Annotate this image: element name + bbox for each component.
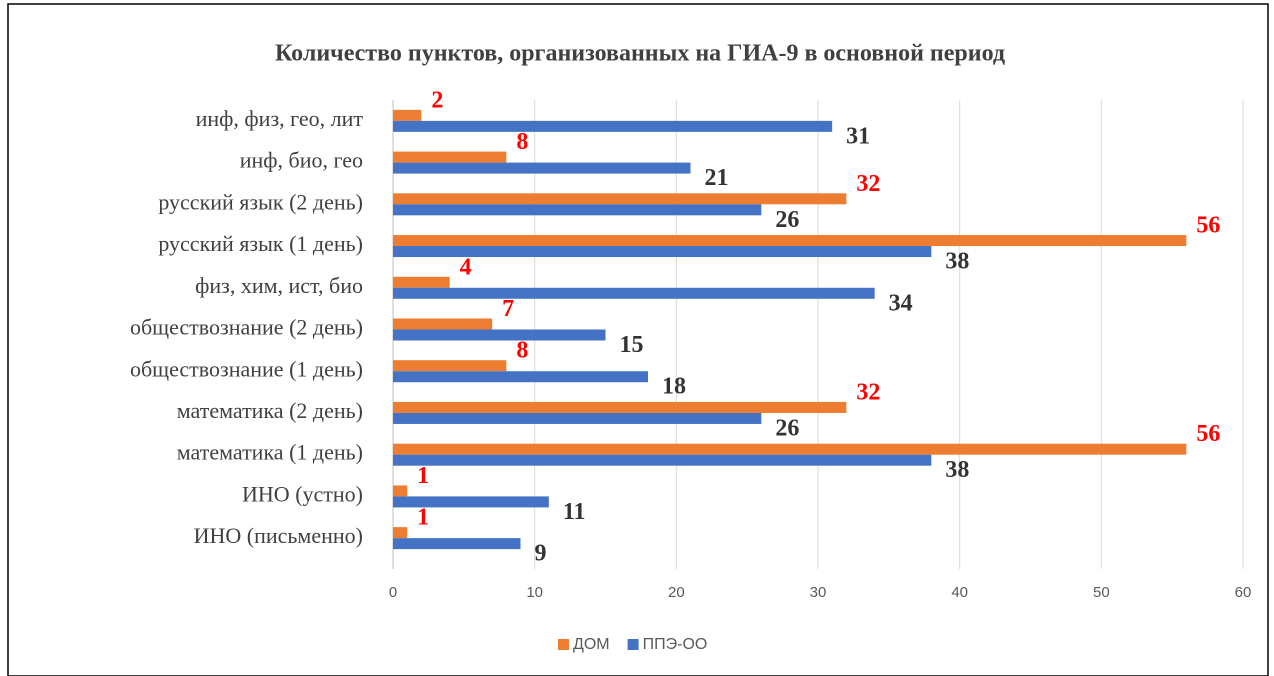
bar — [393, 287, 875, 299]
y-tick-label: инф, физ, гео, лит — [196, 106, 364, 131]
legend-label: ДОМ — [573, 636, 610, 653]
y-tick-label: математика (1 день) — [177, 440, 363, 465]
data-label: 8 — [516, 338, 528, 364]
data-label: 1 — [417, 505, 429, 531]
x-tick-label: 0 — [389, 584, 397, 601]
x-tick-label: 20 — [668, 584, 685, 601]
bar — [393, 109, 422, 121]
y-tick-label: русский язык (2 день) — [158, 189, 363, 214]
x-tick-label: 40 — [951, 584, 968, 601]
bar — [393, 329, 606, 341]
bar — [393, 120, 833, 132]
data-label: 8 — [516, 129, 528, 155]
data-label: 32 — [856, 379, 880, 405]
data-label: 21 — [705, 165, 729, 191]
data-label: 18 — [662, 374, 686, 400]
legend-swatch — [627, 639, 639, 650]
data-label: 38 — [945, 457, 969, 483]
y-tick-label: ИНО (устно) — [242, 481, 363, 506]
data-label: 56 — [1196, 421, 1220, 447]
x-tick-label: 50 — [1093, 584, 1110, 601]
bar — [393, 412, 762, 424]
chart-border — [7, 3, 1269, 676]
data-label: 9 — [535, 541, 547, 567]
bar — [393, 204, 762, 216]
y-tick-label: инф, био, гео — [240, 148, 363, 173]
bar — [393, 443, 1187, 455]
bar — [393, 360, 507, 372]
bar — [393, 246, 932, 258]
data-label: 7 — [502, 296, 514, 322]
data-label: 4 — [460, 254, 472, 280]
bar — [393, 401, 847, 413]
x-tick-label: 30 — [810, 584, 827, 601]
bar — [393, 538, 521, 550]
y-tick-label: обществознание (1 день) — [130, 356, 363, 381]
bar — [393, 318, 493, 330]
bar — [393, 496, 549, 508]
y-tick-label: ИНО (письменно) — [194, 523, 363, 548]
bar — [393, 371, 648, 383]
legend-swatch — [558, 639, 569, 650]
y-tick-label: математика (2 день) — [177, 398, 363, 423]
bar — [393, 276, 450, 288]
data-label: 56 — [1196, 213, 1220, 239]
data-label: 26 — [775, 207, 799, 233]
x-tick-label: 60 — [1235, 584, 1252, 601]
data-label: 38 — [945, 249, 969, 275]
data-label: 2 — [431, 87, 443, 113]
bar — [393, 151, 507, 163]
legend-label: ППЭ-ОО — [643, 636, 708, 653]
data-label: 32 — [856, 171, 880, 197]
bar — [393, 162, 691, 174]
data-label: 26 — [775, 415, 799, 441]
data-label: 1 — [417, 463, 429, 489]
y-tick-label: обществознание (2 день) — [130, 315, 363, 340]
y-tick-label: русский язык (1 день) — [158, 231, 363, 256]
data-label: 15 — [620, 332, 644, 358]
bar — [393, 454, 932, 466]
data-label: 11 — [563, 499, 586, 525]
bar — [393, 485, 408, 497]
data-label: 34 — [889, 290, 913, 316]
data-label: 31 — [846, 123, 870, 149]
bar — [393, 527, 408, 539]
bar — [393, 235, 1187, 247]
y-tick-label: физ, хим, ист, био — [195, 273, 363, 298]
chart-title: Количество пунктов, организованных на ГИ… — [275, 41, 1005, 67]
x-tick-label: 10 — [526, 584, 543, 601]
bar — [393, 193, 847, 205]
